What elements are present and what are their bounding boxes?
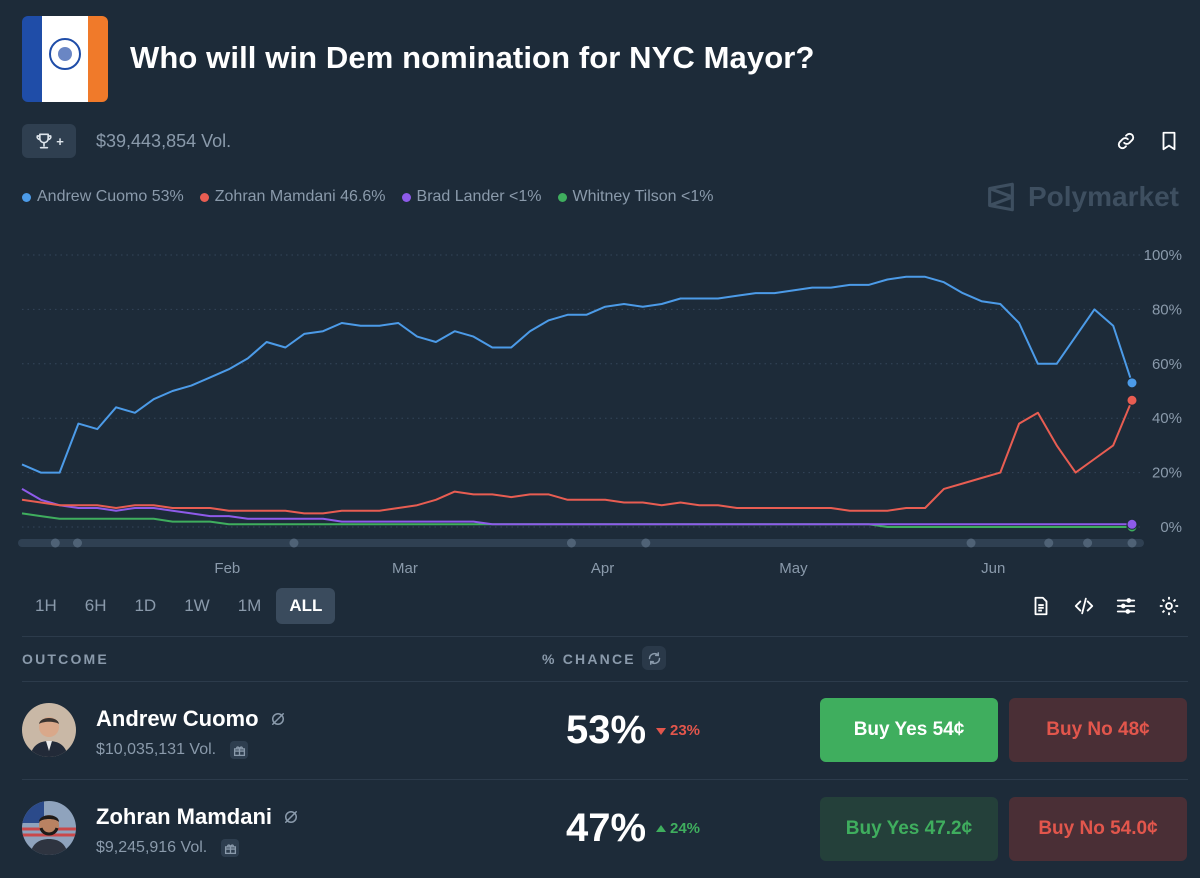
range-6h-button[interactable]: 6H [84, 596, 107, 615]
down-triangle-icon [656, 727, 666, 735]
x-tick-label: May [779, 560, 808, 577]
bookmark-icon [1162, 131, 1176, 151]
legend-item: Zohran Mamdani 46.6% [199, 188, 386, 206]
chance-column-header: % CHANCE [542, 651, 636, 667]
y-tick-label: 40% [1152, 410, 1182, 427]
page-title: Who will win Dem nomination for NYC Mayo… [130, 40, 815, 75]
document-icon [1034, 596, 1048, 616]
avatar [22, 801, 76, 855]
series-line-brad-lander [21, 488, 1132, 526]
timeline-marker [1127, 538, 1137, 548]
polymarket-icon [988, 182, 1014, 212]
chart-legend: Andrew Cuomo 53% Zohran Mamdani 46.6% Br… [22, 188, 713, 206]
gift-icon [221, 839, 240, 857]
x-tick-label: Feb [214, 560, 240, 577]
code-icon [1074, 597, 1094, 615]
buy-yes-button[interactable]: Buy Yes 54¢ [820, 698, 998, 762]
refresh-button[interactable] [642, 646, 666, 670]
legend-item: Brad Lander <1% [401, 188, 542, 206]
outcome-volume-row: $9,245,916 Vol. [96, 839, 240, 857]
legend-dot [557, 192, 567, 202]
gift-icon [230, 741, 249, 759]
outcome-row[interactable]: Zohran Mamdani [96, 804, 300, 830]
x-tick-label: Mar [392, 560, 418, 577]
y-tick-label: 20% [1152, 465, 1182, 482]
rules-button[interactable] [1027, 592, 1055, 620]
outcome-volume-row: $10,035,131 Vol. [96, 741, 249, 759]
market-flag-image [22, 16, 108, 102]
buy-no-button[interactable]: Buy No 54.0¢ [1009, 797, 1187, 861]
divider [22, 636, 1188, 637]
avatar [22, 703, 76, 757]
copy-link-button[interactable] [1112, 127, 1140, 155]
outcome-chance: 53% [566, 708, 647, 752]
legend-item: Andrew Cuomo 53% [22, 188, 184, 206]
timeline-marker [641, 538, 651, 548]
range-1d-button[interactable]: 1D [134, 596, 157, 615]
total-volume: $39,443,854 Vol. [96, 131, 232, 151]
trophy-icon [36, 133, 52, 149]
chance-change: 23% [656, 722, 700, 739]
rewards-button[interactable]: + [22, 124, 76, 158]
settings-button[interactable] [1155, 592, 1183, 620]
range-1m-button[interactable]: 1M [237, 596, 262, 615]
y-tick-label: 60% [1152, 356, 1182, 373]
timeline-marker [566, 538, 576, 548]
up-triangle-icon [656, 824, 666, 832]
outcome-name: Andrew Cuomo [96, 706, 259, 731]
buy-yes-button[interactable]: Buy Yes 47.2¢ [820, 797, 998, 861]
series-line-andrew-cuomo [21, 275, 1133, 474]
gear-icon [1159, 596, 1179, 616]
y-tick-label: 100% [1144, 247, 1182, 264]
outcome-volume: $10,035,131 Vol. [96, 741, 217, 758]
embed-button[interactable] [1070, 592, 1098, 620]
timeline-marker [289, 538, 299, 548]
outcome-row[interactable]: Andrew Cuomo [96, 706, 287, 732]
timeline-marker [966, 538, 976, 548]
range-all-button[interactable]: ALL [276, 588, 336, 624]
x-tick-label: Apr [591, 560, 614, 577]
legend-dot [401, 192, 411, 202]
bookmark-button[interactable] [1155, 127, 1183, 155]
series-endpoint [1126, 518, 1138, 530]
price-chart[interactable]: 100% 80% 60% 40% 20% 0% Feb Mar Apr May Jun [0, 240, 1200, 585]
link-icon [1117, 132, 1135, 150]
outcome-column-header: OUTCOME [22, 651, 109, 667]
outcome-volume: $9,245,916 Vol. [96, 839, 208, 856]
time-range-selector: 1H 6H 1D 1W 1M ALL [22, 588, 336, 624]
outcome-name: Zohran Mamdani [96, 804, 273, 829]
legend-dot [22, 192, 31, 202]
series-line-zohran-mamdani [21, 399, 1133, 515]
buy-no-button[interactable]: Buy No 48¢ [1009, 698, 1187, 762]
series-endpoint [1126, 377, 1138, 389]
seal-icon [49, 37, 81, 70]
y-tick-label: 80% [1152, 301, 1182, 318]
sliders-icon [1116, 598, 1136, 614]
filters-button[interactable] [1112, 592, 1140, 620]
refresh-icon [648, 651, 660, 665]
timeline-marker [73, 538, 82, 548]
chance-change: 24% [656, 820, 700, 837]
x-tick-label: Jun [981, 560, 1005, 577]
timeline-marker [50, 538, 60, 548]
no-rewards-icon [285, 811, 298, 823]
polymarket-logo: Polymarket [984, 180, 1179, 214]
y-tick-label: 0% [1160, 519, 1182, 536]
range-1h-button[interactable]: 1H [35, 596, 57, 615]
range-1w-button[interactable]: 1W [184, 596, 210, 615]
outcome-chance: 47% [566, 806, 647, 850]
legend-dot [199, 192, 209, 202]
series-endpoint [1126, 394, 1138, 406]
divider [22, 681, 1188, 682]
trophy-plus: + [56, 133, 64, 149]
timeline-marker [1044, 538, 1054, 548]
timeline-marker [1083, 538, 1093, 548]
legend-item: Whitney Tilson <1% [557, 188, 713, 206]
divider [22, 779, 1188, 780]
no-rewards-icon [271, 713, 284, 725]
